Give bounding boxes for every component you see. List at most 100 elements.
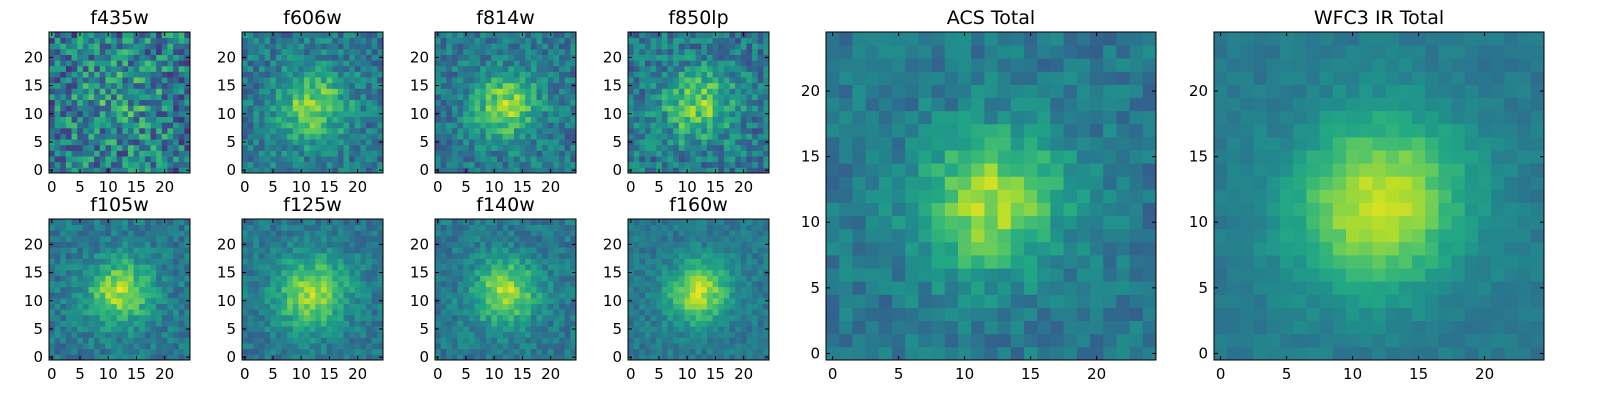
heatmap-cell (275, 264, 282, 271)
heatmap-cell (111, 82, 118, 89)
heatmap-cell (468, 326, 475, 333)
heatmap-cell (150, 258, 157, 265)
heatmap-cell (139, 167, 146, 174)
heatmap-cell (343, 94, 350, 101)
heatmap-cell (287, 314, 294, 321)
heatmap-cell (122, 343, 129, 350)
heatmap-cell (729, 337, 736, 344)
heatmap-cell (633, 320, 640, 327)
heatmap-cell (678, 348, 685, 355)
heatmap-cell (77, 343, 84, 350)
heatmap-cell (264, 275, 271, 282)
heatmap-cell (161, 65, 168, 72)
heatmap-cell (547, 139, 554, 146)
heatmap-cell (309, 32, 316, 39)
heatmap-cell (650, 82, 657, 89)
heatmap-cell (139, 150, 146, 157)
heatmap-cell (451, 269, 458, 276)
heatmap-cell (304, 60, 311, 67)
heatmap-cell (275, 326, 282, 333)
heatmap-cell (116, 32, 123, 39)
heatmap-cell (371, 286, 378, 293)
heatmap-cell (150, 264, 157, 271)
heatmap-cell (451, 292, 458, 299)
heatmap-cell (468, 354, 475, 361)
heatmap-cell (315, 337, 322, 344)
heatmap-cell (497, 54, 504, 61)
heatmap-cell (451, 71, 458, 78)
heatmap-cell (463, 133, 470, 140)
heatmap-cell (763, 303, 770, 310)
heatmap-cell (740, 144, 747, 151)
heatmap-cell (639, 71, 646, 78)
heatmap-cell (326, 275, 333, 282)
heatmap-cell (326, 320, 333, 327)
heatmap-cell (633, 71, 640, 78)
heatmap-cell (127, 348, 134, 355)
heatmap-cell (133, 292, 140, 299)
heatmap-cell (763, 314, 770, 321)
heatmap-cell (553, 230, 560, 237)
heatmap-cell (178, 309, 185, 316)
heatmap-cell (309, 343, 316, 350)
heatmap-cell (757, 275, 764, 282)
heatmap-cell (491, 303, 498, 310)
heatmap-cell (337, 292, 344, 299)
heatmap-cell (377, 224, 384, 231)
heatmap-cell (88, 326, 95, 333)
heatmap-cell (667, 348, 674, 355)
heatmap-cell (547, 54, 554, 61)
heatmap-cell (292, 247, 299, 254)
heatmap-cell (519, 241, 526, 248)
heatmap-cell (480, 60, 487, 67)
heatmap-cell (639, 60, 646, 67)
heatmap-cell (287, 161, 294, 168)
heatmap-cell (463, 264, 470, 271)
heatmap-cell (133, 314, 140, 321)
heatmap-cell (468, 116, 475, 123)
heatmap-cell (354, 258, 361, 265)
heatmap-cell (326, 337, 333, 344)
heatmap-cell (485, 252, 492, 259)
heatmap-cell (628, 320, 635, 327)
heatmap-cell (763, 88, 770, 95)
heatmap-cell (253, 286, 260, 293)
heatmap-cell (247, 161, 254, 168)
heatmap-cell (547, 337, 554, 344)
heatmap-cell (139, 303, 146, 310)
heatmap-cell (337, 281, 344, 288)
heatmap-cell (105, 286, 112, 293)
heatmap-cell (150, 32, 157, 39)
heatmap-cell (723, 122, 730, 129)
heatmap-cell (377, 286, 384, 293)
heatmap-cell (536, 167, 543, 174)
heatmap-cell (690, 105, 697, 112)
heatmap-cell (718, 337, 725, 344)
heatmap-cell (377, 60, 384, 67)
heatmap-cell (292, 326, 299, 333)
heatmap-cell (491, 99, 498, 106)
heatmap-cell (746, 77, 753, 84)
heatmap-cell (519, 88, 526, 95)
heatmap-cell (337, 230, 344, 237)
heatmap-cell (502, 82, 509, 89)
heatmap-cell (650, 348, 657, 355)
heatmap-cell (111, 144, 118, 151)
heatmap-cells (242, 219, 384, 361)
heatmap-cell (690, 48, 697, 55)
heatmap-cell (94, 133, 101, 140)
heatmap-cell (485, 326, 492, 333)
heatmap-cell (690, 77, 697, 84)
heatmap-cell (536, 65, 543, 72)
heatmap-cell (275, 320, 282, 327)
heatmap-cell (497, 116, 504, 123)
heatmap-cell (485, 133, 492, 140)
heatmap-cell (360, 82, 367, 89)
heatmap-cell (497, 82, 504, 89)
heatmap-cell (536, 275, 543, 282)
heatmap-cell (247, 77, 254, 84)
heatmap-cell (82, 150, 89, 157)
heatmap-cell (298, 264, 305, 271)
heatmap-cell (542, 71, 549, 78)
heatmap-cell (508, 99, 515, 106)
